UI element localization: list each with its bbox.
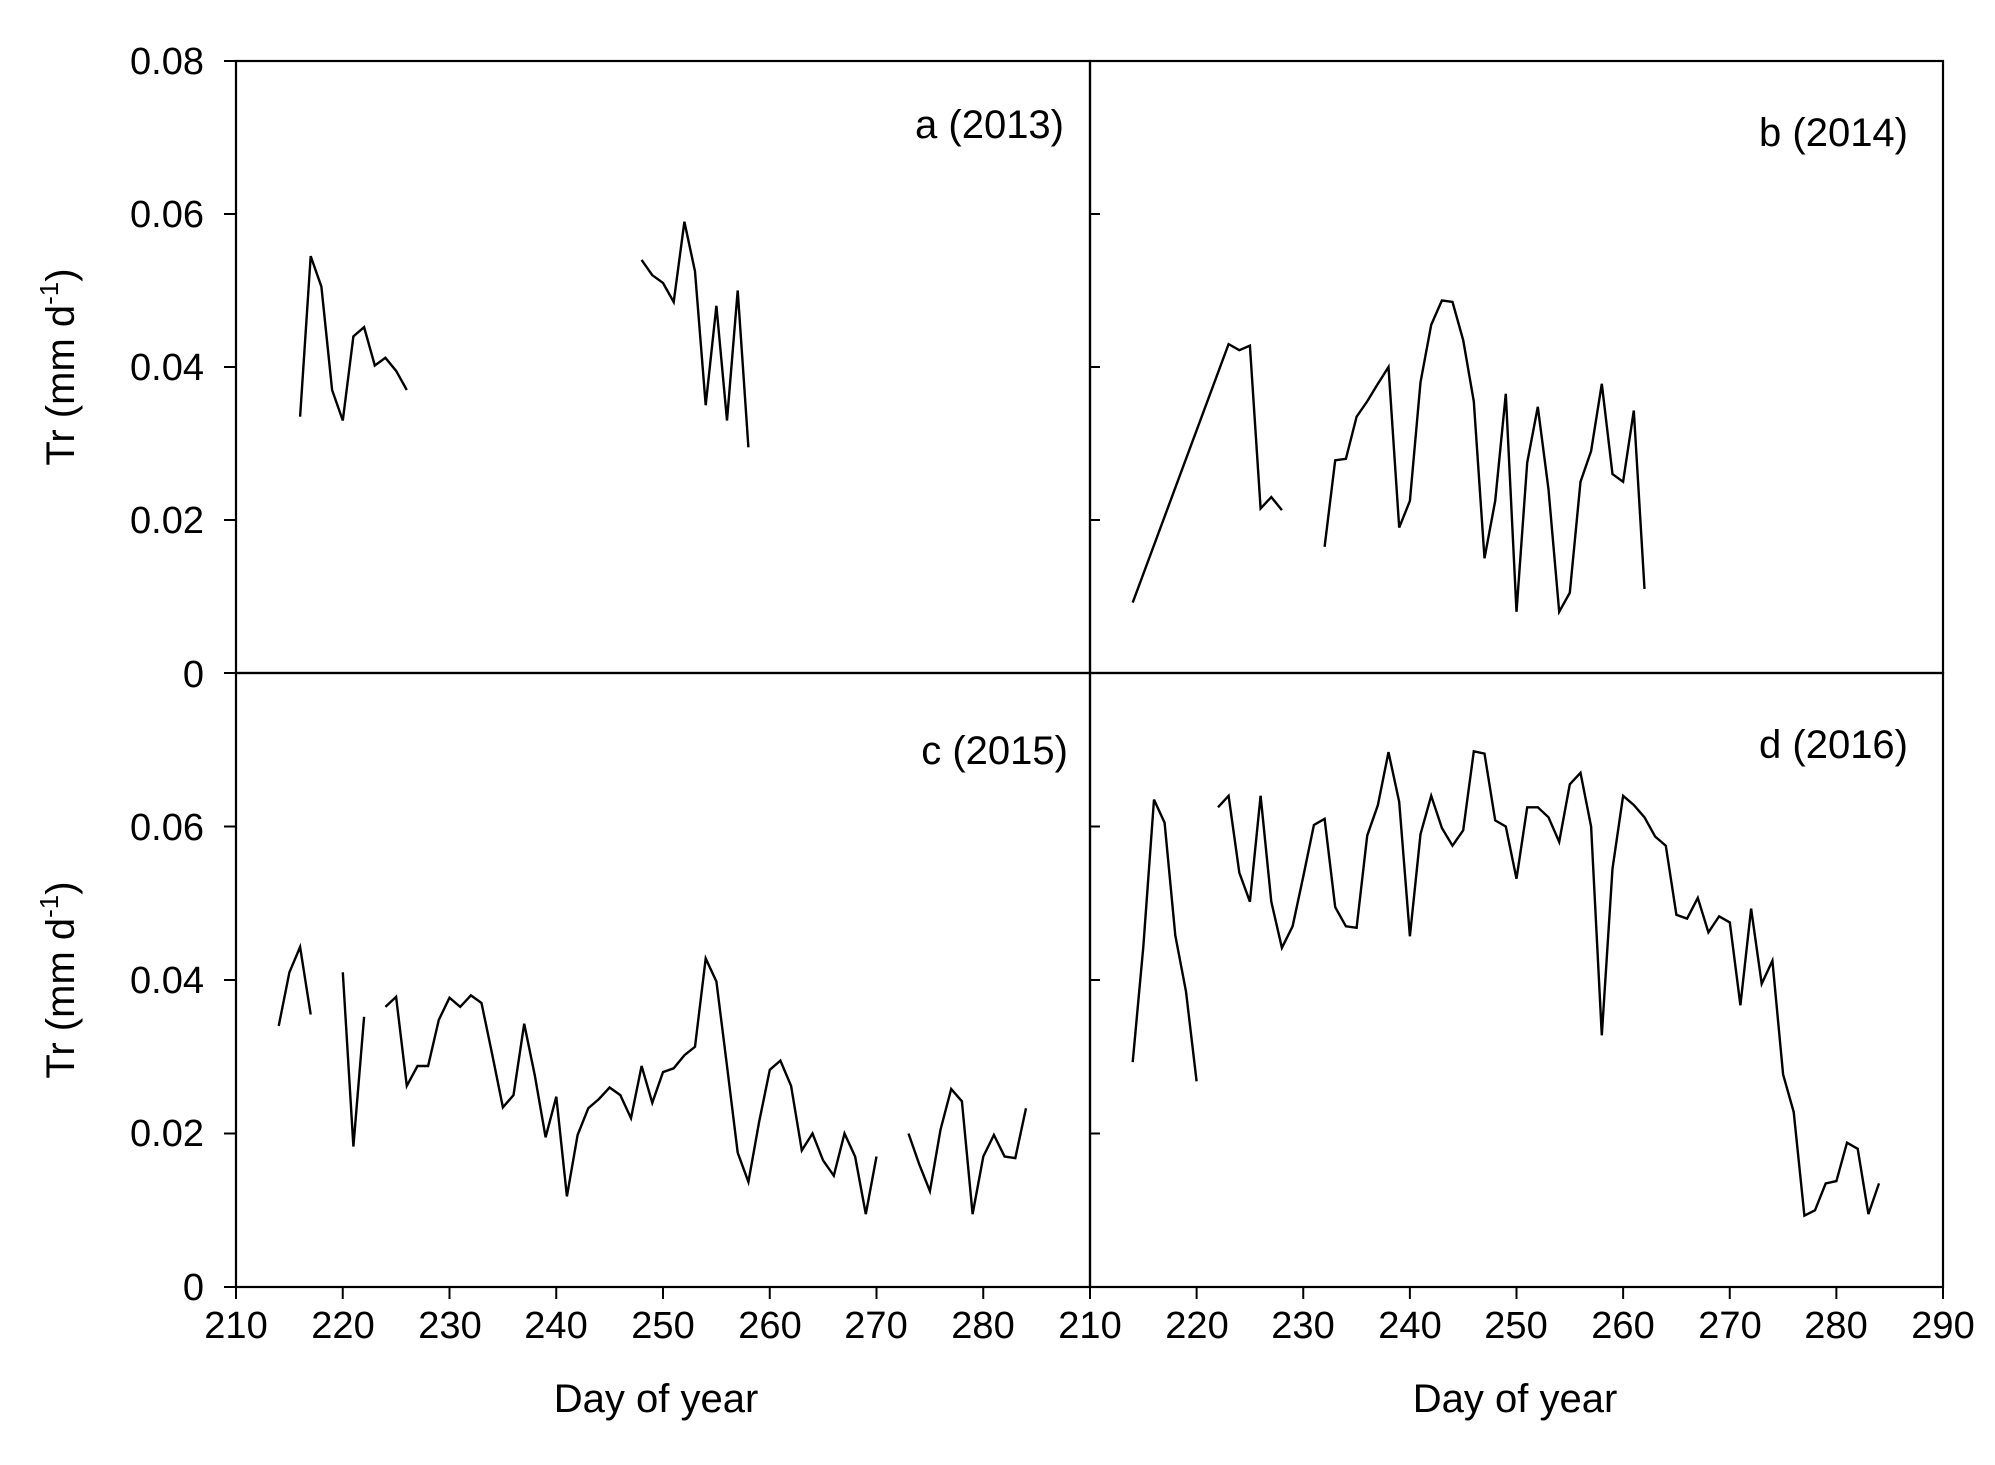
y-tick-label: 0.02 <box>130 500 204 542</box>
x-axis-title-left: Day of year <box>554 1377 759 1421</box>
panel-a-label: a (2013) <box>915 103 1064 147</box>
data-series <box>277 221 1881 1218</box>
y-axis-title-bottom: Tr (mm d-1) <box>34 881 83 1078</box>
y-tick-label: 0.06 <box>130 807 204 849</box>
y-tick-labels-top: 0.08 0.06 0.04 0.02 <box>130 41 204 542</box>
y-tick-label: 0.04 <box>130 347 204 389</box>
y-axis-title-top: Tr (mm d-1) <box>34 268 83 465</box>
x-tick-labels-right: 210 220 230 240 250 260 270 280 290 <box>1058 1305 1974 1347</box>
y-tick-label: 0.08 <box>130 41 204 83</box>
y-axis-title-main: Tr (mm d <box>39 918 83 1079</box>
panel-b-series-segment-1 <box>1131 342 1283 604</box>
y-axis-title-close: ) <box>39 268 83 281</box>
x-tick-label: 230 <box>418 1305 481 1347</box>
panel-a-series-segment-1 <box>298 255 408 421</box>
panel-d-series-segment-1 <box>1131 799 1198 1082</box>
panel-d-series-segment-2 <box>1217 749 1881 1218</box>
x-tick-label: 260 <box>738 1305 801 1347</box>
x-tick-label: 230 <box>1271 1305 1334 1347</box>
y-tick-label: 0 <box>183 654 204 696</box>
x-tick-label: 260 <box>1591 1305 1654 1347</box>
x-tick-label: 210 <box>204 1305 267 1347</box>
x-tick-label: 240 <box>524 1305 587 1347</box>
x-tick-label: 280 <box>1804 1305 1867 1347</box>
x-tick-label: 250 <box>631 1305 694 1347</box>
x-tick-label: 270 <box>1698 1305 1761 1347</box>
panel-c-series-segment-1 <box>277 942 312 1027</box>
x-axis-title-right: Day of year <box>1413 1377 1618 1421</box>
panel-a-series-segment-2 <box>640 221 750 448</box>
x-tick-label: 220 <box>1165 1305 1228 1347</box>
panel-b-series-segment-2 <box>1323 299 1646 616</box>
x-tick-label: 270 <box>844 1305 907 1347</box>
y-axis-title-superscript: -1 <box>34 282 64 305</box>
y-tick-label: 0.04 <box>130 960 204 1002</box>
x-tick-label: 290 <box>1911 1305 1974 1347</box>
axis-ticks <box>224 60 1944 1299</box>
panel-a-frame <box>234 59 1092 675</box>
panel-c-series-segment-2 <box>341 972 366 1147</box>
x-tick-label: 220 <box>311 1305 374 1347</box>
panel-c-series-segment-4 <box>907 1086 1028 1215</box>
x-tick-label: 250 <box>1484 1305 1547 1347</box>
x-tick-labels-left: 210 220 230 240 250 260 270 280 <box>204 1305 1014 1347</box>
panel-b-label: b (2014) <box>1759 111 1908 155</box>
y-axis-title-main: Tr (mm d <box>39 305 83 466</box>
y-tick-label: 0.06 <box>130 194 204 236</box>
panel-frames <box>234 59 1945 1289</box>
x-tick-label: 280 <box>951 1305 1014 1347</box>
panel-d-label: d (2016) <box>1759 723 1908 767</box>
y-axis-title-close: ) <box>39 881 83 894</box>
x-tick-label: 240 <box>1378 1305 1441 1347</box>
panel-c-series-segment-3 <box>384 954 878 1215</box>
x-tick-label: 210 <box>1058 1305 1121 1347</box>
y-tick-label: 0.02 <box>130 1113 204 1155</box>
y-axis-title-superscript: -1 <box>34 895 64 918</box>
y-tick-label: 0 <box>183 1267 204 1309</box>
y-tick-labels-bottom: 0 0.06 0.04 0.02 0 <box>130 654 204 1309</box>
panel-c-label: c (2015) <box>921 729 1068 773</box>
